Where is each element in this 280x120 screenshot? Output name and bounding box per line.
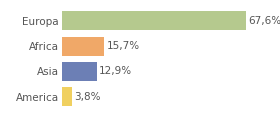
Text: 67,6%: 67,6% [248, 16, 280, 26]
Bar [62, 87, 72, 106]
Bar [62, 62, 97, 81]
Bar [62, 37, 104, 56]
Text: 12,9%: 12,9% [99, 66, 132, 76]
Bar [62, 11, 246, 30]
Text: 15,7%: 15,7% [107, 41, 140, 51]
Text: 3,8%: 3,8% [74, 92, 101, 102]
